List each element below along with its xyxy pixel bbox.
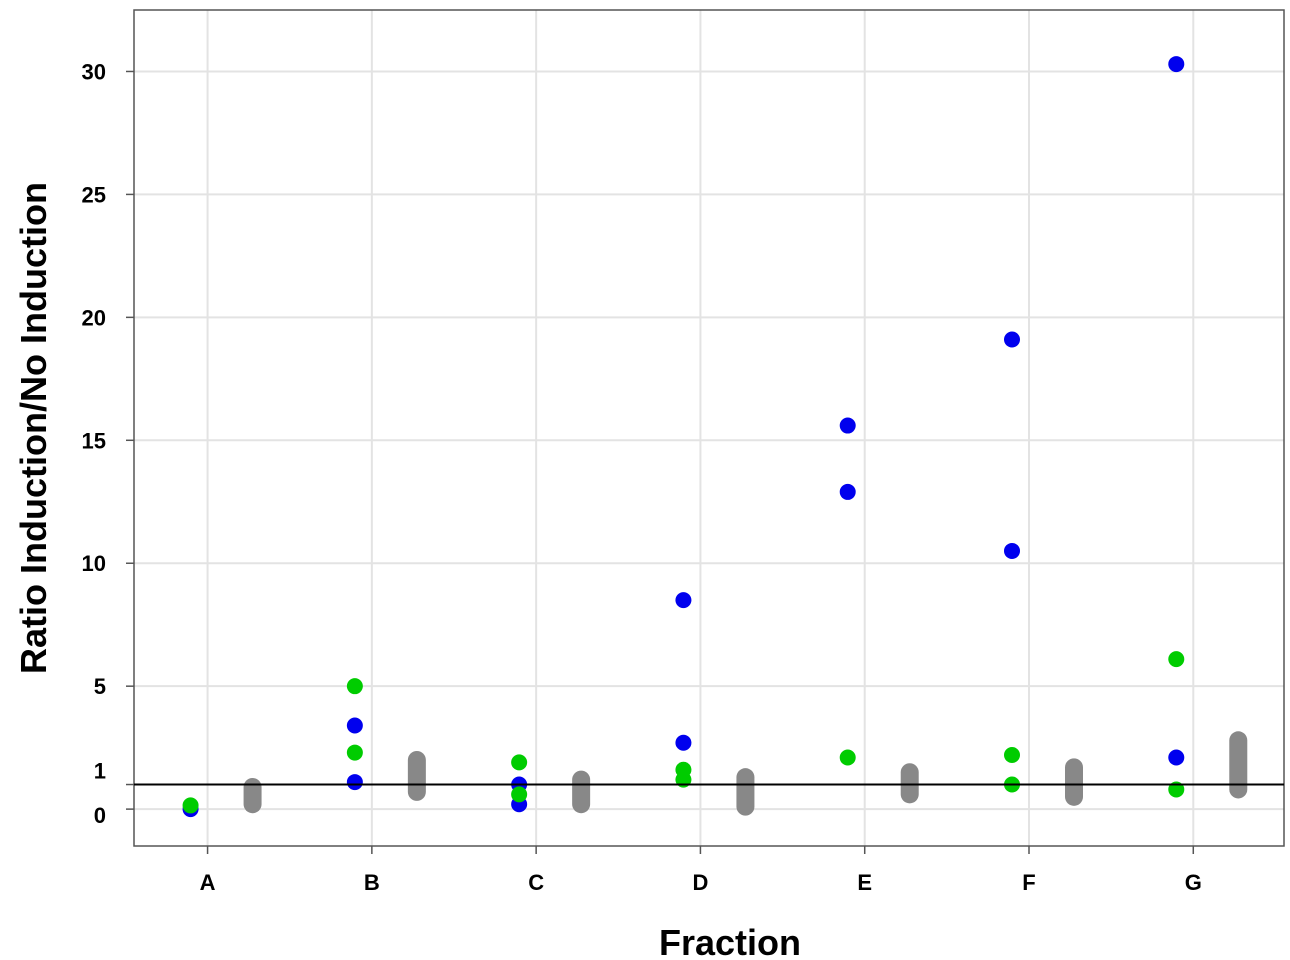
y-tick-label: 20: [82, 305, 106, 330]
data-marks: [182, 56, 1248, 818]
x-tick-label: C: [528, 870, 544, 895]
point-green: [1004, 747, 1020, 764]
x-axis-title: Fraction: [659, 922, 801, 960]
y-tick-label: 0: [94, 803, 106, 828]
y-tick-label: 5: [94, 674, 106, 699]
point-green: [346, 744, 363, 761]
point-blue: [1168, 56, 1185, 73]
x-tick-label: A: [200, 870, 216, 895]
x-tick-label: G: [1185, 870, 1202, 895]
point-green: [346, 678, 363, 695]
point-blue: [1004, 542, 1020, 559]
y-tick-label: 15: [82, 428, 106, 453]
point-blue: [346, 717, 363, 734]
point-blue: [675, 734, 692, 751]
point-green: [1168, 651, 1185, 668]
point-green: [511, 754, 528, 771]
y-tick-label: 25: [82, 182, 106, 207]
point-blue: [1168, 749, 1185, 766]
y-tick-label: 1: [94, 759, 106, 784]
y-tick-label: 30: [82, 59, 106, 84]
x-axis-ticks: A B C D E F G: [200, 846, 1202, 895]
plot-area: [133, 9, 1285, 847]
point-green: [839, 749, 856, 766]
point-blue: [839, 417, 856, 434]
point-blue: [839, 483, 856, 500]
point-blue: [346, 774, 363, 791]
x-tick-label: F: [1022, 870, 1035, 895]
point-blue: [1004, 331, 1020, 348]
x-tick-label: E: [857, 870, 872, 895]
point-green: [182, 797, 199, 814]
y-tick-label: 10: [82, 551, 106, 576]
x-tick-label: D: [692, 870, 708, 895]
y-axis-title: Ratio Induction/No Induction: [13, 182, 54, 674]
point-green: [675, 761, 692, 778]
x-tick-label: B: [364, 870, 380, 895]
grid: [134, 10, 1284, 846]
point-blue: [675, 592, 692, 609]
point-green: [511, 786, 528, 803]
